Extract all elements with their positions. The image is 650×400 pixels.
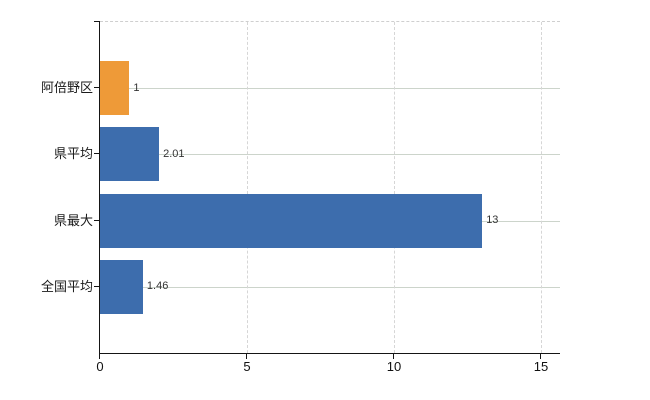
category-label-zenkoku-heikin: 全国平均	[40, 279, 93, 294]
value-label: 2.01	[163, 147, 185, 160]
category-tick	[94, 220, 100, 221]
gridline-horizontal	[100, 286, 560, 288]
value-label: 13	[486, 214, 499, 227]
gridline-vertical-5	[247, 22, 248, 353]
plot-area: 1 2.01 13 1.46	[100, 21, 560, 353]
bar-row: 2.01	[100, 127, 560, 182]
plot-top-border	[100, 21, 560, 22]
bar-row: 1	[100, 61, 560, 116]
category-tick	[94, 286, 100, 287]
x-axis-tick-label: 15	[533, 359, 549, 374]
category-tick	[94, 153, 100, 154]
bar	[100, 61, 130, 116]
gridline-vertical-10	[394, 22, 395, 353]
gridline-horizontal	[100, 88, 560, 90]
value-label: 1	[133, 81, 140, 94]
y-axis-line	[99, 22, 100, 353]
x-axis-tick	[393, 353, 394, 359]
value-label: 1.46	[146, 280, 169, 293]
x-axis-line	[99, 353, 560, 354]
x-axis-tick-label: 10	[386, 359, 402, 374]
bar-row: 1.46	[100, 259, 560, 314]
bar	[100, 259, 143, 314]
category-label-abeno-ku: 阿倍野区	[40, 80, 93, 95]
bar	[100, 193, 483, 248]
gridline-vertical-15	[541, 22, 542, 353]
category-label-ken-saidai: 県最大	[53, 213, 93, 228]
gridline-horizontal	[100, 154, 560, 156]
y-axis-top-tick	[94, 21, 100, 22]
bar-row: 13	[100, 193, 560, 248]
x-axis-tick-label: 5	[243, 359, 251, 374]
x-axis-tick	[99, 353, 100, 359]
category-tick	[94, 87, 100, 88]
x-axis-tick	[246, 353, 247, 359]
category-label-ken-heikin: 県平均	[53, 146, 93, 161]
bar	[100, 127, 160, 182]
x-axis-tick	[540, 353, 541, 359]
x-axis-tick-label: 0	[96, 359, 104, 374]
